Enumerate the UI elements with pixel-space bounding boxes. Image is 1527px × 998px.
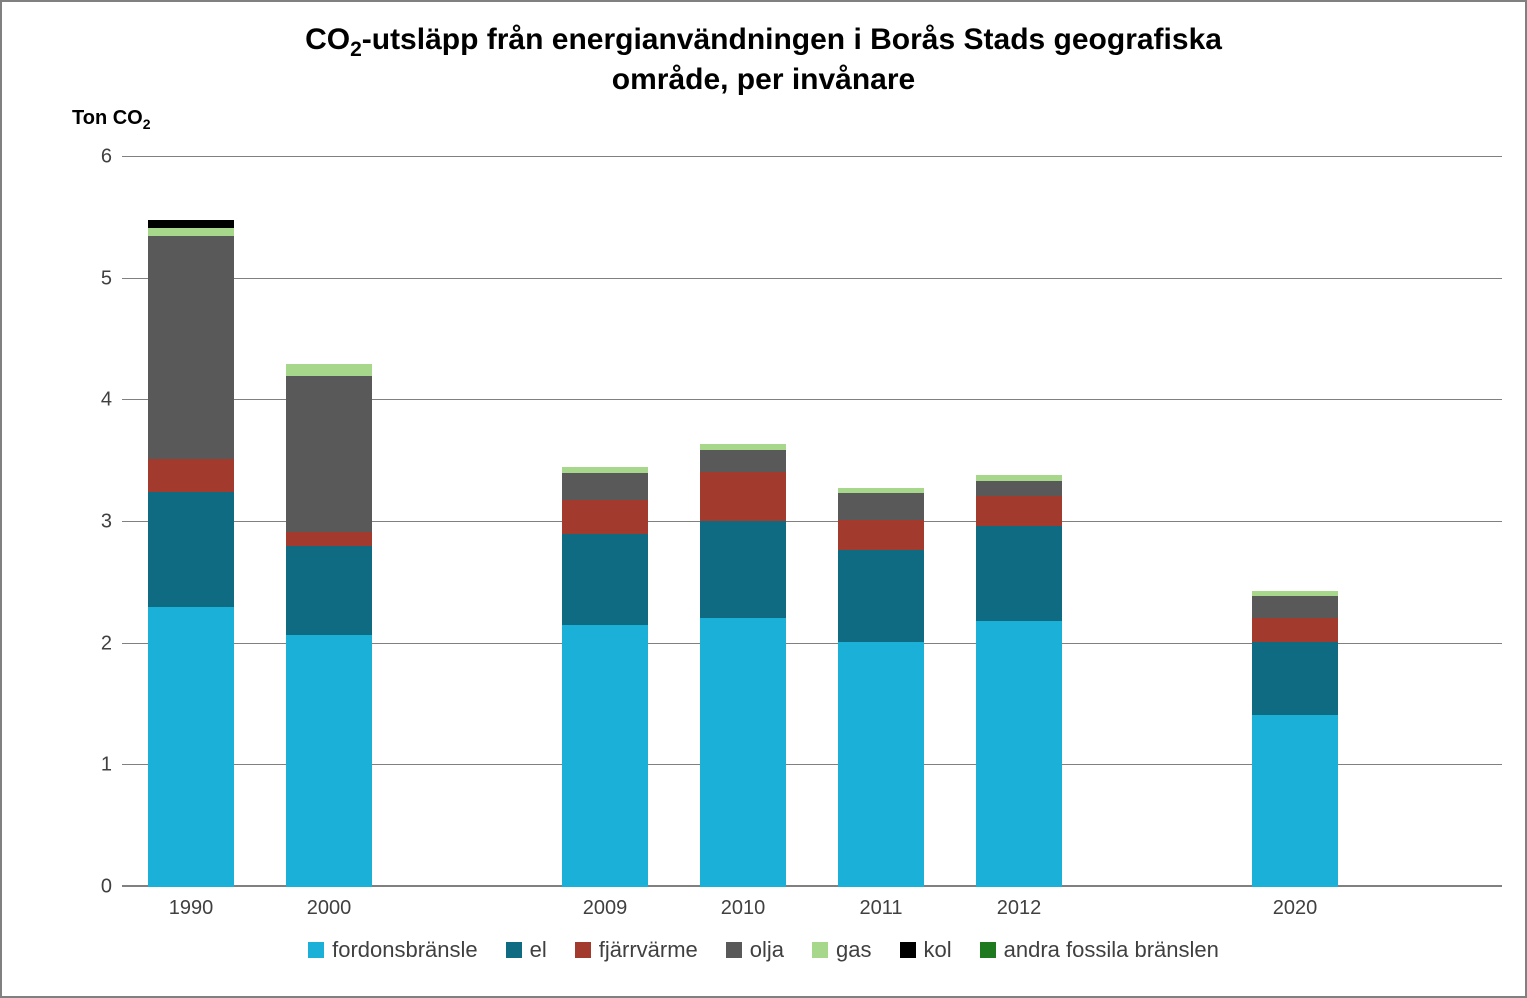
- legend-item-fjarrvarme: fjärrvärme: [575, 937, 698, 963]
- segment-gas: [1252, 591, 1338, 596]
- segment-fordonsbransle: [976, 621, 1062, 887]
- bar-2012: [976, 475, 1062, 887]
- segment-gas: [838, 488, 924, 493]
- segment-el: [838, 550, 924, 642]
- legend-label: el: [530, 937, 547, 963]
- segment-fordonsbransle: [700, 618, 786, 887]
- gridline: [122, 156, 1502, 157]
- segment-el: [562, 534, 648, 625]
- segment-fordonsbransle: [286, 635, 372, 887]
- segment-fjarrvarme: [562, 500, 648, 534]
- bar-2010: [700, 444, 786, 887]
- bar-2011: [838, 488, 924, 887]
- legend-item-andra_fos: andra fossila bränslen: [980, 937, 1219, 963]
- segment-fjarrvarme: [1252, 618, 1338, 642]
- legend-item-gas: gas: [812, 937, 871, 963]
- legend-swatch: [575, 942, 591, 958]
- segment-kol: [148, 220, 234, 227]
- segment-olja: [1252, 596, 1338, 618]
- segment-olja: [562, 473, 648, 500]
- segment-fjarrvarme: [838, 520, 924, 550]
- legend-label: fjärrvärme: [599, 937, 698, 963]
- segment-el: [286, 546, 372, 635]
- chart-frame: CO2-utsläpp från energianvändningen i Bo…: [0, 0, 1527, 998]
- segment-gas: [976, 475, 1062, 481]
- segment-fordonsbransle: [148, 607, 234, 887]
- x-tick-label: 2020: [1273, 897, 1318, 920]
- segment-fjarrvarme: [976, 496, 1062, 525]
- legend-label: kol: [924, 937, 952, 963]
- segment-el: [148, 492, 234, 608]
- segment-gas: [148, 228, 234, 237]
- y-tick-label: 1: [72, 754, 112, 777]
- bar-2009: [562, 467, 648, 887]
- legend-item-fordonsbransle: fordonsbränsle: [308, 937, 478, 963]
- chart-legend: fordonsbränsle el fjärrvärme olja gas kol andr…: [2, 937, 1525, 964]
- bar-2020: [1252, 591, 1338, 887]
- segment-gas: [562, 467, 648, 473]
- bar-1990: [148, 220, 234, 887]
- segment-fordonsbransle: [838, 642, 924, 887]
- legend-label: gas: [836, 937, 871, 963]
- segment-fjarrvarme: [286, 532, 372, 547]
- gridline: [122, 278, 1502, 279]
- legend-item-el: el: [506, 937, 547, 963]
- x-tick-label: 1990: [169, 897, 214, 920]
- y-axis-title: Ton CO2: [72, 107, 151, 132]
- y-tick-label: 5: [72, 267, 112, 290]
- y-tick-label: 3: [72, 511, 112, 534]
- legend-swatch: [308, 942, 324, 958]
- chart-title-line1: CO2-utsläpp från energianvändningen i Bo…: [305, 23, 1222, 56]
- legend-label: andra fossila bränslen: [1004, 937, 1219, 963]
- legend-swatch: [812, 942, 828, 958]
- x-tick-label: 2009: [583, 897, 628, 920]
- chart-title: CO2-utsläpp från energianvändningen i Bo…: [2, 22, 1525, 98]
- y-tick-label: 4: [72, 389, 112, 412]
- legend-item-olja: olja: [726, 937, 784, 963]
- segment-olja: [838, 493, 924, 520]
- legend-label: fordonsbränsle: [332, 937, 478, 963]
- segment-olja: [286, 376, 372, 532]
- x-tick-label: 2000: [307, 897, 352, 920]
- legend-swatch: [726, 942, 742, 958]
- segment-gas: [700, 444, 786, 450]
- chart-title-line2: område, per invånare: [612, 63, 915, 96]
- segment-gas: [286, 364, 372, 376]
- segment-fjarrvarme: [148, 459, 234, 492]
- segment-el: [976, 526, 1062, 621]
- segment-fjarrvarme: [700, 472, 786, 521]
- bar-2000: [286, 364, 372, 887]
- legend-label: olja: [750, 937, 784, 963]
- x-tick-label: 2011: [859, 897, 902, 920]
- segment-el: [700, 521, 786, 618]
- segment-fordonsbransle: [1252, 715, 1338, 887]
- y-tick-label: 6: [72, 146, 112, 169]
- y-tick-label: 2: [72, 632, 112, 655]
- y-tick-label: 0: [72, 876, 112, 899]
- segment-olja: [700, 450, 786, 472]
- x-tick-label: 2010: [721, 897, 766, 920]
- legend-item-kol: kol: [900, 937, 952, 963]
- x-tick-label: 2012: [997, 897, 1042, 920]
- segment-olja: [148, 236, 234, 459]
- legend-swatch: [980, 942, 996, 958]
- plot-area: [122, 157, 1502, 887]
- segment-olja: [976, 481, 1062, 497]
- legend-swatch: [506, 942, 522, 958]
- segment-el: [1252, 642, 1338, 715]
- legend-swatch: [900, 942, 916, 958]
- segment-fordonsbransle: [562, 625, 648, 887]
